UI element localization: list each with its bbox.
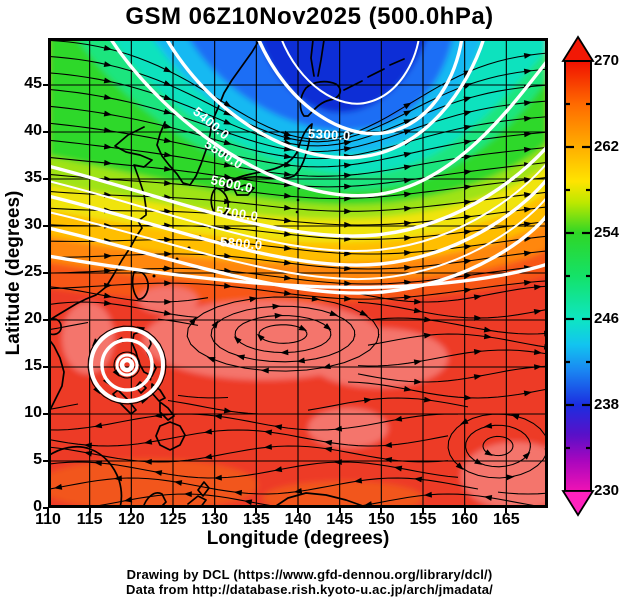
footer-credit-line2: Data from http://database.rish.kyoto-u.a… bbox=[125, 582, 493, 597]
colorbar-tick-label: 254 bbox=[594, 224, 619, 241]
contour-label: 5300.0 bbox=[307, 126, 352, 144]
colorbar-tick-label: 230 bbox=[594, 482, 619, 499]
x-tick-mark bbox=[380, 508, 383, 513]
y-tick-label: 25 bbox=[24, 263, 42, 280]
colorbar-tick-marks bbox=[565, 102, 591, 450]
y-tick-mark bbox=[43, 84, 48, 86]
y-tick-mark bbox=[43, 272, 48, 274]
plot-border bbox=[48, 38, 548, 508]
colorbar-tick-label: 238 bbox=[594, 396, 619, 413]
x-tick-label: 165 bbox=[492, 511, 520, 528]
x-tick-label: 130 bbox=[201, 511, 229, 528]
x-tick-mark bbox=[422, 508, 424, 513]
x-tick-mark bbox=[130, 508, 133, 513]
y-tick-mark bbox=[43, 507, 48, 509]
colorbar-tick-label: 246 bbox=[594, 310, 619, 327]
x-tick-mark bbox=[338, 508, 341, 513]
x-tick-label: 120 bbox=[117, 511, 145, 528]
y-tick-label: 30 bbox=[24, 216, 42, 233]
y-tick-label: 35 bbox=[24, 169, 42, 186]
colorbar-min-arrow bbox=[561, 490, 595, 517]
y-tick-mark bbox=[43, 131, 48, 133]
y-tick-mark bbox=[43, 460, 48, 462]
y-tick-mark bbox=[43, 413, 48, 415]
footer-credit-line1: Drawing by DCL (https://www.gfd-dennou.o… bbox=[126, 567, 493, 582]
x-tick-mark bbox=[88, 508, 91, 513]
colorbar-tick-label: 270 bbox=[594, 52, 619, 69]
x-tick-label: 150 bbox=[367, 511, 395, 528]
x-tick-mark bbox=[505, 508, 508, 513]
x-tick-label: 140 bbox=[284, 511, 312, 528]
y-tick-mark bbox=[43, 366, 48, 368]
y-tick-label: 20 bbox=[24, 310, 42, 327]
colorbar-max-arrow bbox=[561, 35, 595, 62]
y-tick-mark bbox=[43, 319, 48, 321]
chart-title: GSM 06Z10Nov2025 (500.0hPa) bbox=[125, 3, 494, 30]
x-tick-mark bbox=[213, 508, 216, 513]
colorbar bbox=[561, 35, 595, 517]
x-tick-label: 160 bbox=[451, 511, 479, 528]
y-tick-label: 15 bbox=[24, 357, 42, 374]
y-tick-label: 5 bbox=[33, 451, 42, 468]
x-tick-mark bbox=[47, 508, 49, 513]
y-tick-label: 40 bbox=[24, 122, 42, 139]
x-tick-label: 135 bbox=[242, 511, 270, 528]
x-axis-label: Longitude (degrees) bbox=[206, 528, 390, 549]
y-tick-label: 0 bbox=[33, 498, 42, 515]
y-tick-mark bbox=[43, 178, 48, 180]
x-tick-mark bbox=[255, 508, 258, 513]
y-tick-label: 45 bbox=[24, 75, 42, 92]
x-tick-label: 115 bbox=[76, 511, 103, 528]
x-tick-label: 145 bbox=[326, 511, 354, 528]
map-canvas bbox=[48, 38, 548, 508]
colorbar-tick-label: 262 bbox=[594, 138, 619, 155]
wind-streamlines bbox=[48, 39, 548, 508]
x-tick-label: 110 bbox=[35, 511, 61, 528]
y-tick-label: 10 bbox=[24, 404, 42, 421]
height-contours bbox=[48, 38, 548, 295]
plot-area: 5300.0 5400.0 5500.0 5600.0 5700.0 5800.… bbox=[48, 38, 548, 508]
x-tick-mark bbox=[172, 508, 174, 513]
x-tick-mark bbox=[463, 508, 466, 513]
typhoon-eye-rings bbox=[89, 327, 165, 403]
x-tick-mark bbox=[297, 508, 299, 513]
x-tick-label: 125 bbox=[159, 511, 187, 528]
y-tick-mark bbox=[43, 225, 48, 227]
x-tick-label: 155 bbox=[409, 511, 437, 528]
footer-credits: Drawing by DCL (https://www.gfd-dennou.o… bbox=[0, 567, 619, 597]
